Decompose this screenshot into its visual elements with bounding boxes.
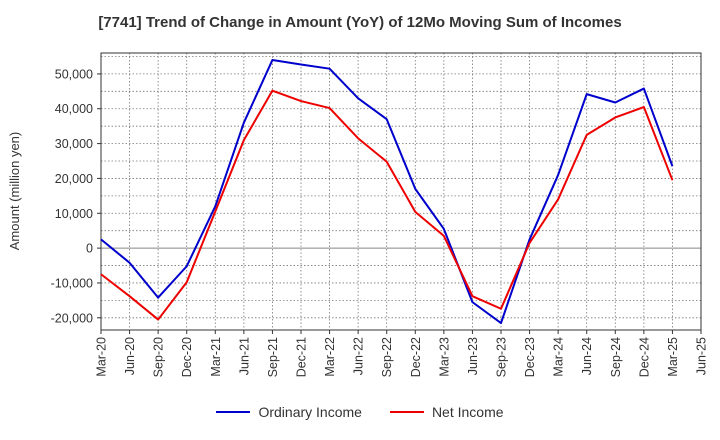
- x-tick-label: Dec-23: [523, 337, 537, 377]
- y-tick-label: 0: [86, 242, 93, 256]
- y-tick-label: -10,000: [51, 276, 93, 290]
- y-tick-label: -20,000: [51, 311, 93, 325]
- grid: [100, 53, 702, 330]
- axes: -20,000 -10,000 0 10,000 20,000 30,000 40,000 5…: [51, 52, 709, 377]
- legend: Ordinary Income Net Income: [0, 404, 720, 420]
- y-axis-label: Amount (million yen): [7, 132, 22, 251]
- x-tick-label: Sep-21: [266, 337, 280, 377]
- x-tick-label: Sep-24: [609, 337, 623, 377]
- x-tick-label: Mar-22: [323, 337, 337, 377]
- chart-title: [7741] Trend of Change in Amount (YoY) o…: [98, 14, 622, 31]
- x-tick-label: Jun-21: [237, 337, 251, 375]
- x-tick-label: Jun-24: [580, 337, 594, 375]
- x-tick-label: Mar-24: [552, 337, 566, 377]
- y-tick-label: 10,000: [55, 207, 93, 221]
- legend-item-net-income: Net Income: [389, 404, 504, 420]
- x-tick-label: Mar-23: [437, 337, 451, 377]
- series-line-net-income: [100, 89, 674, 321]
- y-tick-label: 50,000: [55, 67, 93, 81]
- series-line-ordinary-income: [100, 58, 674, 325]
- x-tick-label: Mar-21: [209, 337, 223, 377]
- plot-frame: [100, 52, 702, 331]
- x-tick-label: Jun-22: [352, 337, 366, 375]
- x-tick-label: Dec-20: [180, 337, 194, 377]
- x-tick-label: Jun-25: [695, 337, 709, 375]
- x-tick-label: Jun-20: [123, 337, 137, 375]
- x-tick-label: Sep-23: [495, 337, 509, 377]
- x-tick-label: Sep-22: [380, 337, 394, 377]
- legend-item-ordinary-income: Ordinary Income: [216, 404, 362, 420]
- x-tick-label: Mar-20: [95, 337, 109, 377]
- x-tick-label: Sep-20: [152, 337, 166, 377]
- y-tick-label: 40,000: [55, 102, 93, 116]
- x-tick-label: Dec-24: [637, 337, 651, 377]
- x-tick-label: Mar-25: [666, 337, 680, 377]
- legend-swatch-net-income: [389, 411, 424, 413]
- y-tick-label: 30,000: [55, 137, 93, 151]
- legend-label-ordinary-income: Ordinary Income: [258, 404, 362, 420]
- legend-label-net-income: Net Income: [431, 404, 504, 420]
- y-tick-label: 20,000: [55, 172, 93, 186]
- legend-swatch-ordinary-income: [216, 411, 251, 413]
- x-tick-label: Dec-21: [295, 337, 309, 377]
- x-tick-label: Dec-22: [409, 337, 423, 377]
- series-lines: [100, 58, 674, 325]
- x-tick-label: Jun-23: [466, 337, 480, 375]
